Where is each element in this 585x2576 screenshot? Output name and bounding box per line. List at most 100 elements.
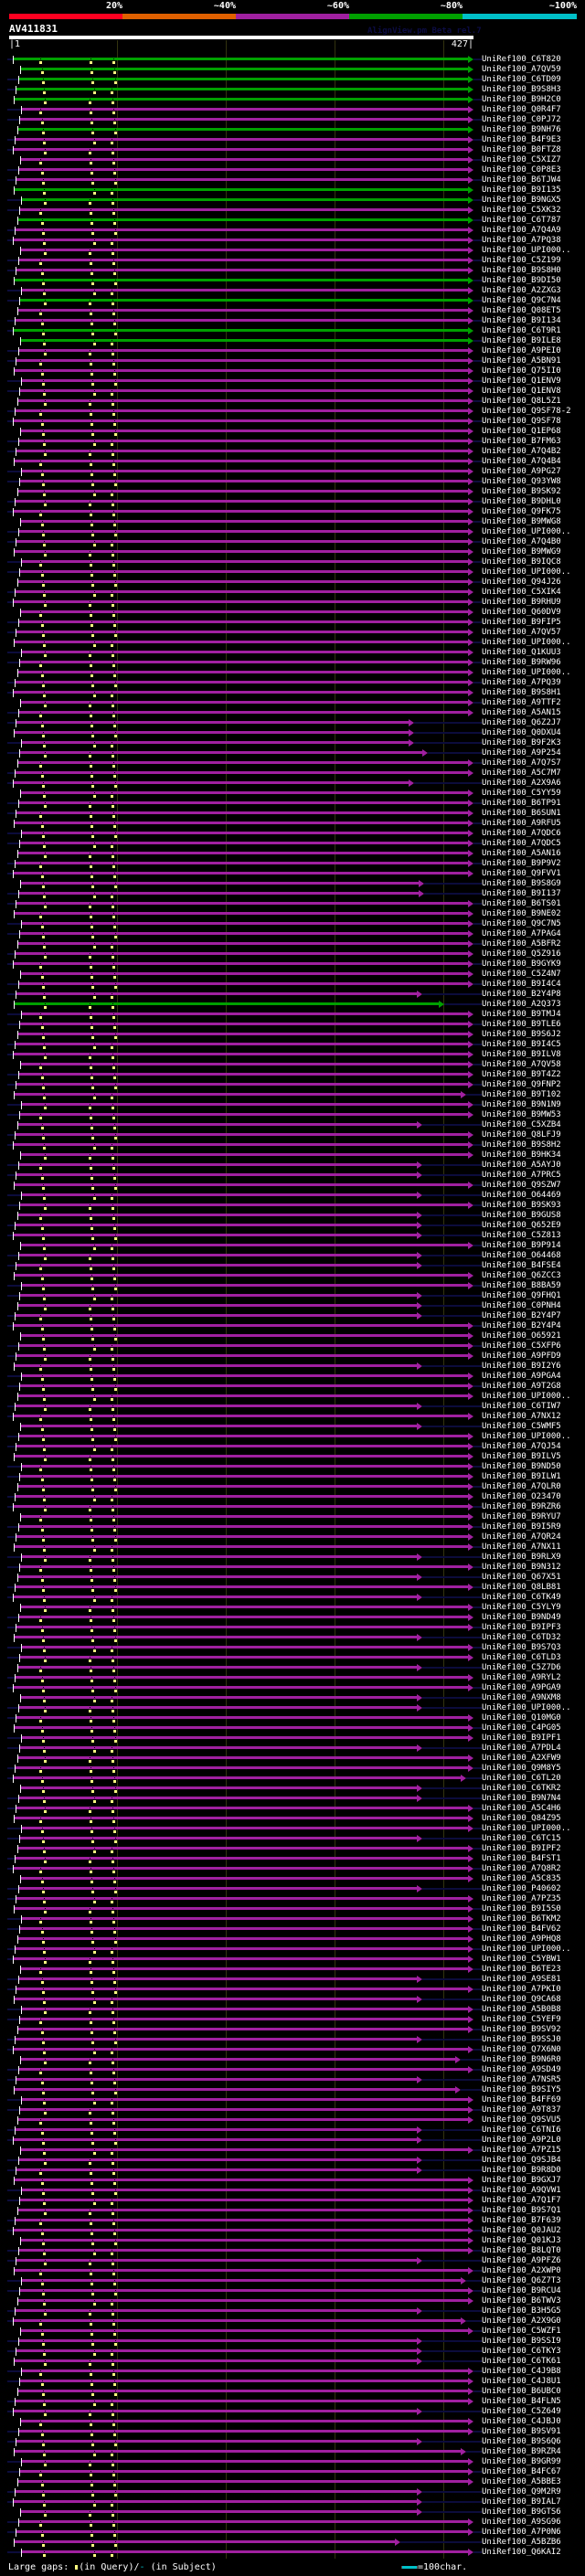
hit-label[interactable]: UniRef100_B9IAL7 xyxy=(482,2497,561,2507)
hit-label[interactable]: UniRef100_B9S6Q6 xyxy=(482,2437,561,2446)
hit-label[interactable]: UniRef100_C0PJ72 xyxy=(482,115,561,124)
hit-label[interactable]: UniRef100_B4FLN5 xyxy=(482,2397,561,2406)
hit-label[interactable]: UniRef100_B4FF69 xyxy=(482,2095,561,2104)
hit-label[interactable]: UniRef100_A9T837 xyxy=(482,2105,561,2115)
hit-label[interactable]: UniRef100_B9N6R0 xyxy=(482,2055,561,2064)
hit-row[interactable]: UniRef100_C0PNH4 xyxy=(0,1301,585,1312)
hit-label[interactable]: UniRef100_B9GXJ7 xyxy=(482,2176,561,2185)
hit-row[interactable]: UniRef100_A9PFD9 xyxy=(0,1352,585,1362)
hit-label[interactable]: UniRef100_B9GYK9 xyxy=(482,959,561,969)
hit-label[interactable]: UniRef100_C6TLD3 xyxy=(482,1653,561,1662)
hit-label[interactable]: UniRef100_A2X9A6 xyxy=(482,779,561,788)
hit-row[interactable]: UniRef100_B9IQC8 xyxy=(0,557,585,568)
hit-label[interactable]: UniRef100_B4F9E3 xyxy=(482,135,561,144)
hit-label[interactable]: UniRef100_C6T9R1 xyxy=(482,326,561,335)
hit-row[interactable]: UniRef100_UPI000.. xyxy=(0,527,585,538)
hit-label[interactable]: UniRef100_B9S6J2 xyxy=(482,1030,561,1039)
hit-row[interactable]: UniRef100_B6UBC0 xyxy=(0,2387,585,2398)
hit-label[interactable]: UniRef100_B9IPF1 xyxy=(482,1733,561,1743)
hit-row[interactable]: UniRef100_B2Y4P8 xyxy=(0,990,585,1001)
hit-row[interactable]: UniRef100_B9RW96 xyxy=(0,658,585,669)
hit-row[interactable]: UniRef100_UPI000.. xyxy=(0,1703,585,1714)
hit-label[interactable]: UniRef100_B9I135 xyxy=(482,186,561,195)
hit-row[interactable]: UniRef100_Q1ENV9 xyxy=(0,376,585,387)
hit-row[interactable]: UniRef100_C5YBW1 xyxy=(0,1955,585,1966)
hit-row[interactable]: UniRef100_A7P0N6 xyxy=(0,2528,585,2539)
hit-row[interactable]: UniRef100_B9MWG8 xyxy=(0,517,585,528)
hit-row[interactable]: UniRef100_B7FM63 xyxy=(0,437,585,448)
hit-row[interactable]: UniRef100_A7QDC5 xyxy=(0,839,585,850)
hit-label[interactable]: UniRef100_C5XFP6 xyxy=(482,1341,561,1351)
hit-row[interactable]: UniRef100_A9PHQ8 xyxy=(0,1935,585,1945)
hit-label[interactable]: UniRef100_A9P2L0 xyxy=(482,2136,561,2145)
hit-row[interactable]: UniRef100_C6TKR2 xyxy=(0,1784,585,1795)
hit-row[interactable]: UniRef100_Q8LFJ9 xyxy=(0,1130,585,1141)
hit-label[interactable]: UniRef100_C5YBW1 xyxy=(482,1955,561,1964)
hit-label[interactable]: UniRef100_A7NSR5 xyxy=(482,2075,561,2084)
hit-label[interactable]: UniRef100_A7PQ39 xyxy=(482,678,561,687)
hit-label[interactable]: UniRef100_O65921 xyxy=(482,1331,561,1341)
hit-label[interactable]: UniRef100_A9PG27 xyxy=(482,467,561,476)
hit-row[interactable]: UniRef100_A9T837 xyxy=(0,2105,585,2116)
hit-label[interactable]: UniRef100_C5WZF1 xyxy=(482,2327,561,2336)
hit-row[interactable]: UniRef100_C6TLD3 xyxy=(0,1653,585,1664)
hit-row[interactable]: UniRef100_Q0JAU2 xyxy=(0,2226,585,2237)
hit-row[interactable]: UniRef100_B9ND50 xyxy=(0,1462,585,1473)
hit-label[interactable]: UniRef100_A5C4H6 xyxy=(482,1804,561,1813)
hit-row[interactable]: UniRef100_Q9SVU5 xyxy=(0,2115,585,2126)
hit-row[interactable]: UniRef100_A9P254 xyxy=(0,748,585,759)
hit-row[interactable]: UniRef100_B9SV91 xyxy=(0,2427,585,2438)
hit-label[interactable]: UniRef100_A9PGA9 xyxy=(482,1683,561,1692)
hit-row[interactable]: UniRef100_Q0DXU4 xyxy=(0,728,585,739)
hit-row[interactable]: UniRef100_Q9SJB4 xyxy=(0,2156,585,2167)
hit-row[interactable]: UniRef100_A2X9A6 xyxy=(0,779,585,790)
hit-label[interactable]: UniRef100_B4FC67 xyxy=(482,2467,561,2476)
hit-label[interactable]: UniRef100_A5BN91 xyxy=(482,356,561,366)
hit-row[interactable]: UniRef100_P40602 xyxy=(0,1884,585,1895)
hit-row[interactable]: UniRef100_C5Z7D6 xyxy=(0,1663,585,1674)
hit-row[interactable]: UniRef100_A7PRC5 xyxy=(0,1171,585,1182)
hit-label[interactable]: UniRef100_Q9C7N4 xyxy=(482,296,561,305)
hit-label[interactable]: UniRef100_A5C7M7 xyxy=(482,769,561,778)
hit-row[interactable]: UniRef100_B9N6R0 xyxy=(0,2055,585,2066)
hit-label[interactable]: UniRef100_B9TMJ4 xyxy=(482,1010,561,1019)
hit-row[interactable]: UniRef100_C0PJ72 xyxy=(0,115,585,126)
hit-row[interactable]: UniRef100_C6TD32 xyxy=(0,1633,585,1644)
hit-row[interactable]: UniRef100_Q67X51 xyxy=(0,1573,585,1584)
hit-label[interactable]: UniRef100_B9GTS6 xyxy=(482,2507,561,2517)
hit-row[interactable]: UniRef100_B9TMJ4 xyxy=(0,1010,585,1021)
hit-row[interactable]: UniRef100_B9RHU9 xyxy=(0,598,585,609)
hit-row[interactable]: UniRef100_C5XIZ7 xyxy=(0,155,585,166)
hit-label[interactable]: UniRef100_B9IPF2 xyxy=(482,1844,561,1853)
hit-label[interactable]: UniRef100_C6TKR2 xyxy=(482,1784,561,1793)
hit-label[interactable]: UniRef100_B9S7Q3 xyxy=(482,1643,561,1652)
hit-label[interactable]: UniRef100_C5XIZ7 xyxy=(482,155,561,164)
hit-row[interactable]: UniRef100_A7QV57 xyxy=(0,628,585,639)
hit-label[interactable]: UniRef100_A7Q7S7 xyxy=(482,758,561,768)
hit-row[interactable]: UniRef100_C5XZB4 xyxy=(0,1120,585,1131)
hit-label[interactable]: UniRef100_C4PG05 xyxy=(482,1723,561,1733)
hit-label[interactable]: UniRef100_B9HK34 xyxy=(482,1150,561,1160)
hit-label[interactable]: UniRef100_C6T787 xyxy=(482,216,561,225)
hit-label[interactable]: UniRef100_C5Z199 xyxy=(482,256,561,265)
hit-label[interactable]: UniRef100_Q1ENV8 xyxy=(482,387,561,396)
hit-label[interactable]: UniRef100_A5BZB6 xyxy=(482,2538,561,2547)
hit-row[interactable]: UniRef100_B9P9V2 xyxy=(0,859,585,870)
hit-row[interactable]: UniRef100_B0FTZ8 xyxy=(0,145,585,156)
hit-row[interactable]: UniRef100_Q9C7N4 xyxy=(0,296,585,307)
hit-label[interactable]: UniRef100_B9MWG8 xyxy=(482,517,561,526)
hit-row[interactable]: UniRef100_B9TLE6 xyxy=(0,1020,585,1031)
hit-label[interactable]: UniRef100_B2Y4P7 xyxy=(482,1311,561,1320)
hit-label[interactable]: UniRef100_C5Z7D6 xyxy=(482,1663,561,1672)
hit-label[interactable]: UniRef100_B9R8D0 xyxy=(482,2166,561,2175)
hit-label[interactable]: UniRef100_B9SK93 xyxy=(482,1201,561,1210)
hit-label[interactable]: UniRef100_A9PFZ6 xyxy=(482,2256,561,2265)
hit-row[interactable]: UniRef100_B9DHL0 xyxy=(0,497,585,508)
hit-label[interactable]: UniRef100_A9SD49 xyxy=(482,2065,561,2074)
hit-label[interactable]: UniRef100_Q9FK75 xyxy=(482,507,561,516)
hit-label[interactable]: UniRef100_Q9C7N5 xyxy=(482,919,561,928)
hit-row[interactable]: UniRef100_B9S6J2 xyxy=(0,1030,585,1041)
hit-label[interactable]: UniRef100_O64469 xyxy=(482,1191,561,1200)
hit-label[interactable]: UniRef100_B6TKM2 xyxy=(482,1914,561,1924)
hit-row[interactable]: UniRef100_Q10MG0 xyxy=(0,1713,585,1724)
